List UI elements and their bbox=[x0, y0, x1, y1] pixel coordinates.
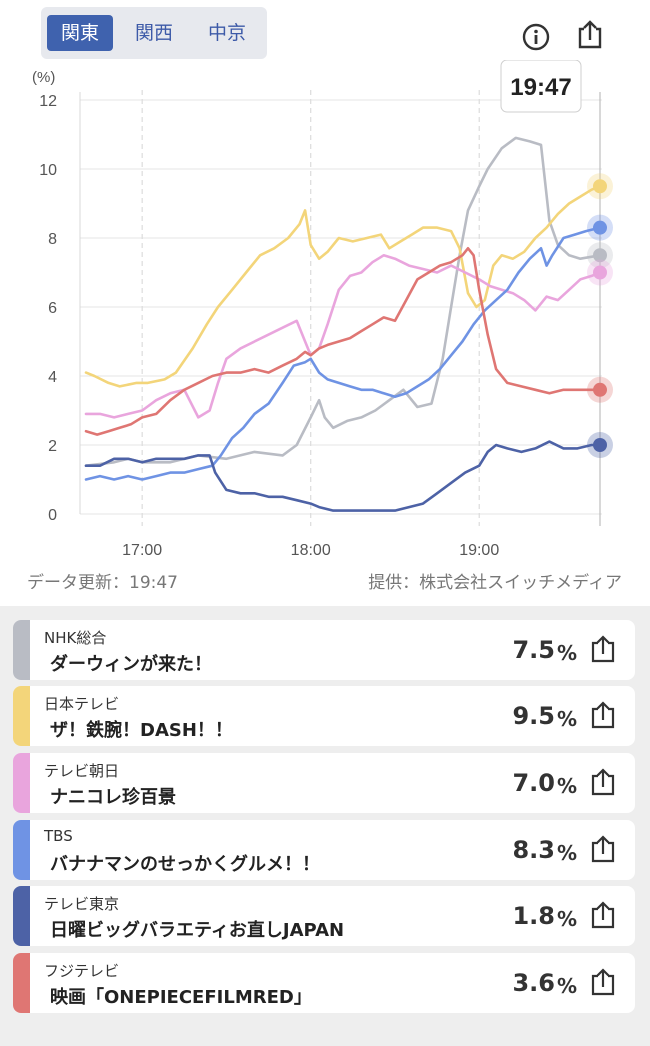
channel-name: テレビ朝日 bbox=[44, 762, 120, 780]
update-info: データ更新：19:47 bbox=[27, 568, 178, 593]
end-marker-nhk bbox=[593, 248, 607, 263]
channel-color-bar bbox=[13, 886, 30, 946]
program-title: ダーウィンが来た！ bbox=[50, 654, 212, 675]
series-line-tx bbox=[84, 440, 602, 512]
series-line-ntv bbox=[84, 185, 602, 388]
channel-name: 日本テレビ bbox=[44, 695, 120, 713]
channel-color-bar bbox=[13, 753, 30, 813]
tooltip-time: 19:47 bbox=[510, 74, 571, 101]
tab-chukyo[interactable]: 中京 bbox=[207, 22, 246, 44]
channel-name: TBS bbox=[44, 827, 73, 845]
end-marker-tbs bbox=[593, 220, 607, 235]
series-line-ex bbox=[84, 254, 602, 419]
rating-row-tx[interactable]: テレビ東京 日曜ビッグバラエティお直しJAPAN 1.8 % bbox=[13, 886, 635, 946]
rating-row-cx[interactable]: フジテレビ 映画「ONEPIECEFILMRED」 3.6 % bbox=[13, 953, 635, 1013]
rating-row-nhk[interactable]: NHK総合 ダーウィンが来た！ 7.5 % bbox=[13, 620, 635, 680]
rating-unit: % bbox=[556, 841, 577, 865]
y-tick-label: 4 bbox=[48, 369, 57, 386]
x-tick-label: 19:00 bbox=[459, 542, 499, 559]
ratings-list: NHK総合 ダーウィンが来た！ 7.5 % 日本テレビ ザ！鉄腕！DASH！！ … bbox=[0, 606, 650, 1046]
share-icon[interactable] bbox=[589, 900, 617, 930]
end-marker-ntv bbox=[593, 179, 607, 194]
share-icon[interactable] bbox=[589, 967, 617, 997]
update-time: 19:47 bbox=[129, 573, 178, 593]
rating-row-ex[interactable]: テレビ朝日 ナニコレ珍百景 7.0 % bbox=[13, 753, 635, 813]
channel-color-bar bbox=[13, 953, 30, 1013]
x-tick-label: 18:00 bbox=[291, 542, 331, 559]
channel-name: フジテレビ bbox=[44, 962, 120, 980]
rating-value: 3.6 bbox=[512, 969, 555, 997]
channel-color-bar bbox=[13, 620, 30, 680]
series-line-nhk bbox=[84, 136, 602, 467]
y-tick-label: 6 bbox=[48, 300, 57, 317]
rating-value: 9.5 bbox=[512, 702, 555, 730]
tooltip-box bbox=[500, 60, 582, 113]
y-tick-label: 8 bbox=[48, 231, 57, 248]
provider-credit: 提供：株式会社スイッチメディア bbox=[368, 573, 622, 593]
y-unit-label: (%) bbox=[32, 69, 55, 86]
rating-unit: % bbox=[556, 974, 577, 998]
tab-kanto[interactable]: 関東 bbox=[47, 15, 113, 51]
share-icon[interactable] bbox=[573, 18, 607, 52]
rating-unit: % bbox=[556, 707, 577, 731]
x-tick-label: 17:00 bbox=[122, 542, 162, 559]
series-line-cx bbox=[84, 247, 602, 436]
y-tick-label: 2 bbox=[48, 438, 57, 455]
y-tick-label: 10 bbox=[39, 162, 57, 179]
program-title: ザ！鉄腕！DASH！！ bbox=[50, 720, 233, 741]
rating-chart: 0 2 4 6 8 10 12 (%) 17:00 18:00 19:00 19:47 bbox=[32, 60, 613, 559]
program-title: 日曜ビッグバラエティお直しJAPAN bbox=[50, 920, 345, 941]
rating-value: 7.0 bbox=[512, 769, 555, 797]
y-tick-label: 12 bbox=[39, 93, 57, 110]
tab-kansai[interactable]: 関西 bbox=[134, 22, 173, 44]
rating-row-ntv[interactable]: 日本テレビ ザ！鉄腕！DASH！！ 9.5 % bbox=[13, 686, 635, 746]
channel-name: テレビ東京 bbox=[44, 895, 120, 913]
channel-color-bar bbox=[13, 820, 30, 880]
rating-value: 1.8 bbox=[512, 902, 555, 930]
region-tabs: 関東 関西 中京 bbox=[41, 7, 267, 59]
share-icon[interactable] bbox=[589, 834, 617, 864]
program-title: ナニコレ珍百景 bbox=[50, 787, 176, 808]
rating-row-tbs[interactable]: TBS バナナマンのせっかくグルメ！！ 8.3 % bbox=[13, 820, 635, 880]
info-icon[interactable] bbox=[519, 20, 553, 54]
channel-name: NHK総合 bbox=[44, 629, 107, 647]
rating-unit: % bbox=[556, 907, 577, 931]
rating-unit: % bbox=[556, 641, 577, 665]
rating-value: 8.3 bbox=[512, 836, 555, 864]
rating-unit: % bbox=[556, 774, 577, 798]
rating-value: 7.5 bbox=[512, 636, 555, 664]
y-tick-label: 0 bbox=[48, 507, 57, 524]
end-marker-cx bbox=[593, 382, 607, 397]
share-icon[interactable] bbox=[589, 634, 617, 664]
end-marker-ex bbox=[593, 265, 607, 280]
program-title: バナナマンのせっかくグルメ！！ bbox=[50, 854, 320, 875]
time-tooltip: 19:47 bbox=[500, 60, 582, 113]
update-label: データ更新： bbox=[27, 573, 129, 593]
share-icon[interactable] bbox=[589, 700, 617, 730]
end-marker-tx bbox=[593, 438, 607, 452]
series-line-tbs bbox=[84, 226, 602, 481]
program-title: 映画「ONEPIECEFILMRED」 bbox=[50, 987, 312, 1008]
share-icon[interactable] bbox=[589, 767, 617, 797]
channel-color-bar bbox=[13, 686, 30, 746]
